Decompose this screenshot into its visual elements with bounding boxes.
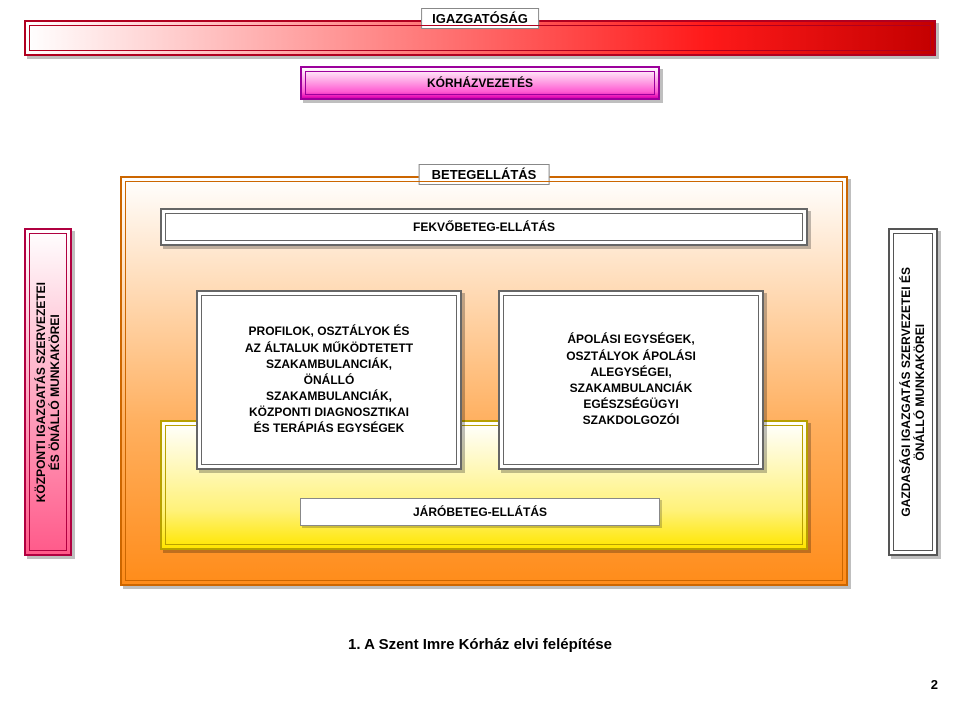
diagram-page: IGAZGATÓSÁG KÓRHÁZVEZETÉS KÖZPONTI IGAZG…	[0, 0, 960, 702]
page-number: 2	[931, 677, 938, 692]
patient-care-title: BETEGELLÁTÁS	[419, 164, 550, 185]
nursing-text: ÁPOLÁSI EGYSÉGEK,OSZTÁLYOK ÁPOLÁSIALEGYS…	[510, 302, 752, 458]
right-bar-label: GAZDASÁGI IGAZGATÁS SZERVEZETEI ÉSÖNÁLLÓ…	[899, 267, 927, 517]
left-bar-label: KÖZPONTI IGAZGATÁS SZERVEZETEIÉS ÖNÁLLÓ …	[34, 282, 62, 502]
top-bar-label: IGAZGATÓSÁG	[421, 8, 539, 29]
management-label: KÓRHÁZVEZETÉS	[308, 74, 652, 92]
inpatient-box: FEKVŐBETEG-ELLÁTÁS	[160, 208, 808, 246]
figure-caption: 1. A Szent Imre Kórház elvi felépítése	[0, 636, 960, 653]
top-bar: IGAZGATÓSÁG	[24, 20, 936, 56]
outpatient-label: JÁRÓBETEG-ELLÁTÁS	[300, 498, 660, 526]
management-box: KÓRHÁZVEZETÉS	[300, 66, 660, 100]
inpatient-label: FEKVŐBETEG-ELLÁTÁS	[168, 216, 800, 238]
right-vertical-bar: GAZDASÁGI IGAZGATÁS SZERVEZETEI ÉSÖNÁLLÓ…	[888, 228, 938, 556]
nursing-box: ÁPOLÁSI EGYSÉGEK,OSZTÁLYOK ÁPOLÁSIALEGYS…	[498, 290, 764, 470]
left-vertical-bar: KÖZPONTI IGAZGATÁS SZERVEZETEIÉS ÖNÁLLÓ …	[24, 228, 72, 556]
profiles-text: PROFILOK, OSZTÁLYOK ÉSAZ ÁLTALUK MŰKÖDTE…	[208, 302, 450, 458]
profiles-box: PROFILOK, OSZTÁLYOK ÉSAZ ÁLTALUK MŰKÖDTE…	[196, 290, 462, 470]
